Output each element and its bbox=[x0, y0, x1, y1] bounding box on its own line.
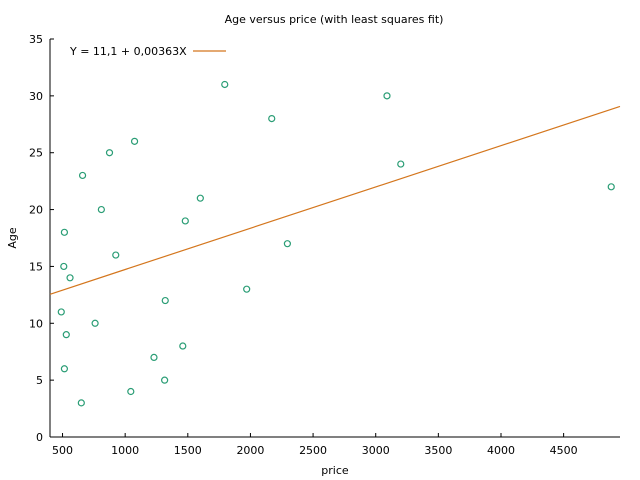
legend-fit-label: Y = 11,1 + 0,00363X bbox=[69, 45, 187, 58]
data-point bbox=[97, 205, 105, 214]
data-point bbox=[66, 274, 74, 282]
data-point bbox=[179, 342, 187, 350]
x-tick-label: 4500 bbox=[550, 444, 578, 457]
x-tick-label: 1500 bbox=[174, 444, 202, 457]
x-axis-label: price bbox=[321, 464, 349, 477]
y-ticks: 0 5 10 15 20 25 30 35 bbox=[29, 33, 54, 444]
data-point bbox=[243, 285, 251, 293]
data-point bbox=[62, 331, 70, 339]
data-points bbox=[57, 80, 615, 407]
x-tick-label: 2000 bbox=[236, 444, 264, 457]
data-point bbox=[78, 171, 87, 180]
data-point bbox=[161, 296, 169, 305]
data-point bbox=[112, 251, 120, 259]
data-point bbox=[181, 217, 189, 225]
y-tick-label: 5 bbox=[36, 374, 43, 387]
x-ticks: 500 1000 1500 2000 2500 3000 3500 4000 4500 bbox=[52, 433, 578, 457]
data-point bbox=[57, 308, 65, 316]
plot-frame bbox=[49, 39, 620, 438]
y-tick-label: 25 bbox=[29, 147, 43, 160]
y-tick-label: 20 bbox=[29, 204, 43, 217]
y-tick-label: 30 bbox=[29, 90, 43, 103]
x-tick-label: 3500 bbox=[424, 444, 452, 457]
data-point bbox=[60, 262, 68, 271]
data-point bbox=[60, 228, 69, 236]
data-point bbox=[60, 365, 69, 373]
data-point bbox=[383, 92, 391, 100]
data-point bbox=[283, 240, 291, 248]
data-point bbox=[397, 160, 405, 168]
data-point bbox=[130, 137, 139, 145]
least-squares-fit-line bbox=[49, 105, 621, 295]
data-point bbox=[161, 376, 169, 384]
data-point bbox=[268, 114, 276, 123]
x-tick-label: 1000 bbox=[111, 444, 139, 457]
data-point bbox=[127, 387, 135, 396]
y-tick-label: 10 bbox=[29, 317, 43, 330]
data-point bbox=[150, 353, 158, 361]
y-tick-label: 0 bbox=[36, 431, 43, 444]
data-point bbox=[105, 149, 114, 157]
data-point bbox=[607, 183, 615, 191]
chart-title: Age versus price (with least squares fit… bbox=[225, 13, 444, 26]
x-tick-label: 500 bbox=[52, 444, 73, 457]
data-point bbox=[91, 319, 99, 327]
y-tick-label: 15 bbox=[29, 260, 43, 273]
y-axis-label: Age bbox=[6, 227, 19, 249]
data-point bbox=[196, 194, 204, 202]
data-point bbox=[77, 399, 85, 407]
x-tick-label: 3000 bbox=[362, 444, 390, 457]
data-point bbox=[221, 80, 229, 89]
x-tick-label: 2500 bbox=[299, 444, 327, 457]
x-tick-label: 4000 bbox=[487, 444, 515, 457]
legend: Y = 11,1 + 0,00363X bbox=[69, 45, 226, 58]
y-tick-label: 35 bbox=[29, 33, 43, 46]
